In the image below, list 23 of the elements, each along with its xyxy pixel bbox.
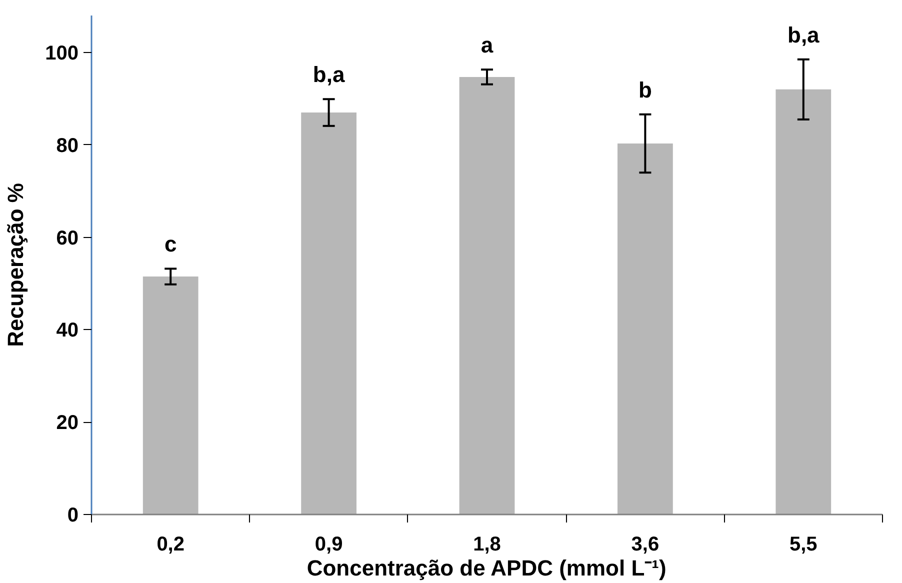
bar — [776, 89, 832, 514]
annotation: b,a — [312, 62, 346, 88]
y-tick-label: 40 — [56, 320, 79, 342]
x-tick-label: 1,8 — [473, 534, 501, 556]
y-tick-label: 0 — [67, 504, 78, 526]
annotation: a — [480, 32, 494, 58]
x-axis-title: Concentração de APDC (mmol L⁻¹) — [306, 556, 666, 580]
annotation: b — [638, 77, 652, 102]
y-axis-title: Recuperação % — [3, 183, 28, 347]
y-tick-label: 80 — [56, 134, 79, 157]
annotation: b,a — [788, 22, 820, 48]
y-tick-label: 60 — [56, 227, 79, 250]
bar — [301, 112, 356, 514]
bar — [142, 276, 198, 514]
x-tick-label: 0,9 — [314, 534, 343, 556]
annotation: c — [164, 232, 177, 257]
x-tick-label: 0,2 — [156, 534, 185, 556]
y-tick-label: 20 — [56, 412, 79, 434]
x-tick-label: 3,6 — [631, 534, 660, 556]
bar — [459, 76, 515, 514]
y-tick-label: 100 — [45, 42, 79, 64]
bar — [618, 143, 673, 514]
x-tick-label: 5,5 — [790, 534, 818, 556]
